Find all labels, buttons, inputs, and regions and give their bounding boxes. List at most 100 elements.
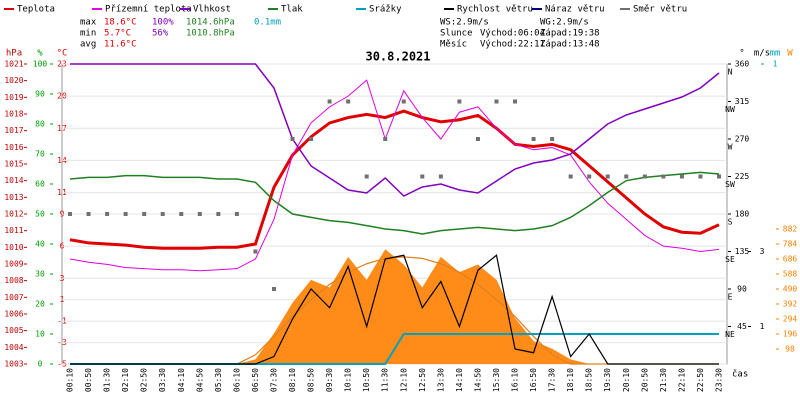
x-tick-label: 10:10	[344, 368, 353, 392]
info-text: WS:2.9m/s	[440, 18, 489, 28]
axis-unit: %	[37, 49, 43, 59]
y-tick-label: 40	[35, 240, 45, 249]
y-tick-label: 1010	[4, 243, 23, 252]
x-tick-label: 06:10	[232, 368, 241, 392]
y-tick-label: 135	[735, 247, 750, 256]
direction-point	[364, 174, 369, 179]
chart-title: 30.8.2021	[365, 50, 430, 64]
y-tick-label: 1007	[4, 293, 23, 302]
direction-point	[661, 174, 666, 179]
direction-point	[123, 212, 128, 216]
y-tick-label: 60	[35, 180, 45, 189]
y-tick-label: 1018	[4, 110, 23, 119]
direction-point	[587, 174, 592, 179]
y-tick-label: 1013	[4, 193, 23, 202]
direction-point	[383, 137, 388, 141]
y-tick-label: 1014	[4, 176, 23, 185]
info-text: Měsíc	[440, 40, 467, 50]
direction-point	[68, 212, 72, 216]
y-tick-label: 1005	[4, 326, 23, 335]
x-tick-label: 04:50	[195, 368, 204, 392]
y-tick-label: 1021	[4, 60, 23, 69]
x-tick-label: 14:50	[473, 368, 482, 392]
y-tick-label: 1006	[4, 310, 23, 319]
stat-text: 56%	[152, 29, 169, 39]
x-tick-label: 23:30	[715, 368, 724, 392]
x-tick-label: 15:30	[492, 368, 501, 392]
y-tick-label: 1015	[4, 160, 23, 169]
axis-unit: °	[739, 49, 744, 59]
y-tick-label: 1019	[4, 93, 23, 102]
stat-text: 18.6°C	[104, 18, 137, 28]
series-line	[70, 63, 720, 197]
x-tick-label: 08:10	[288, 368, 297, 392]
y-tick-label: 50	[35, 210, 45, 219]
x-tick-label: 10:50	[362, 368, 371, 392]
direction-point	[457, 99, 462, 104]
x-tick-label: 21:30	[659, 368, 668, 392]
stat-text: max	[80, 18, 97, 28]
y-tick-label: 1003	[4, 360, 23, 369]
stat-text: 100%	[152, 18, 174, 28]
x-tick-label: 04:10	[177, 368, 186, 392]
y-tick-label: 1017	[4, 126, 23, 135]
direction-point	[179, 212, 184, 216]
x-tick-label: 17:30	[548, 368, 557, 392]
direction-point	[197, 212, 202, 216]
y-tick-label: 45	[737, 322, 747, 331]
info-text: Západ:19:38	[540, 29, 600, 39]
compass-label: S	[728, 218, 733, 227]
legend-label: Teplota	[17, 5, 55, 15]
direction-point	[679, 174, 684, 179]
series-line	[70, 254, 719, 365]
radiation-area	[70, 249, 719, 364]
x-tick-label: 05:30	[214, 368, 223, 392]
y-tick-label: 10	[35, 330, 45, 339]
axis-unit: mm	[770, 49, 781, 59]
direction-point	[86, 212, 91, 216]
series-line	[69, 171, 720, 235]
x-tick-label: 02:50	[140, 368, 149, 392]
direction-point	[531, 137, 536, 141]
y-tick-label: 1016	[4, 143, 23, 152]
info-text: Slunce	[440, 29, 473, 39]
compass-label: N	[728, 68, 733, 77]
direction-point	[327, 99, 332, 104]
direction-point	[160, 212, 165, 216]
y-tick-label: 1009	[4, 260, 23, 269]
y-tick-label: 1011	[4, 226, 23, 235]
direction-point	[717, 174, 721, 179]
x-tick-label: 00:10	[66, 368, 75, 392]
direction-point	[438, 174, 443, 179]
x-tick-label: 16:50	[529, 368, 538, 392]
direction-point	[142, 212, 147, 216]
y-tick-label: 180	[735, 210, 750, 219]
y-tick-label: 360	[735, 60, 750, 69]
legend-label: Přízemní teplota	[105, 5, 192, 15]
axis-unit: hPa	[6, 49, 22, 59]
x-tick-label: 01:30	[103, 368, 112, 392]
x-tick-label: 22:50	[696, 368, 705, 392]
y-tick-label: 90	[737, 285, 747, 294]
x-tick-label: 06:50	[251, 368, 260, 392]
y-tick-label: 0	[38, 360, 43, 369]
direction-point	[624, 174, 629, 179]
x-tick-label: 19:30	[603, 368, 612, 392]
y-tick-label: 225	[735, 172, 750, 181]
y-tick-label: 1020	[4, 76, 23, 85]
y-tick-label: 1	[760, 322, 765, 331]
x-tick-label: 14:10	[455, 368, 464, 392]
x-tick-label: 20:10	[622, 368, 631, 392]
direction-point	[605, 174, 610, 179]
y-tick-label: 3	[760, 247, 765, 256]
x-tick-label: 18:50	[585, 368, 594, 392]
direction-point	[698, 174, 703, 179]
stat-text: avg	[80, 40, 96, 50]
y-tick-label: 1008	[4, 276, 23, 285]
info-text: Východ:22:11	[480, 40, 545, 50]
y-tick-label: 1	[773, 60, 778, 69]
y-tick-label: 90	[35, 90, 45, 99]
direction-point	[271, 287, 276, 291]
x-tick-label: 20:50	[640, 368, 649, 392]
